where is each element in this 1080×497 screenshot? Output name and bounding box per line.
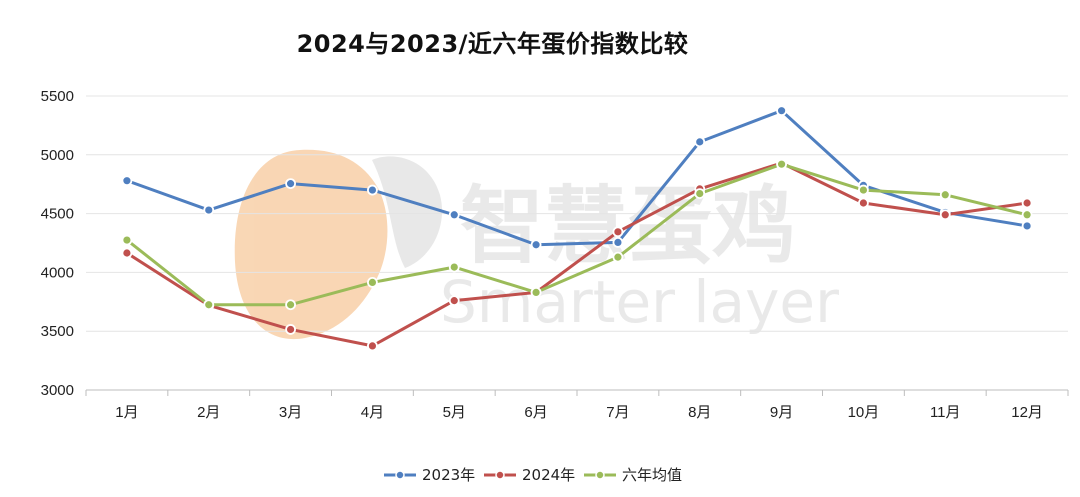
y-tick-label: 3500 [41,323,74,340]
data-point [121,247,133,259]
x-tick-label: 3月 [279,404,302,421]
legend-item[interactable]: 2023年 [384,466,475,484]
data-point [203,204,215,216]
data-point [448,295,460,307]
y-tick-label: 5000 [41,147,74,164]
data-point [285,324,296,335]
legend: 2023年 2024年 六年均值 [384,466,682,484]
x-tick-label: 8月 [688,404,711,421]
data-point [203,299,215,311]
data-point [367,276,378,288]
series-line-1 [126,161,1028,348]
data-point [694,136,706,148]
x-tick-label: 4月 [361,404,384,421]
data-point [612,237,624,248]
data-point [694,188,706,200]
x-tick-label: 10月 [848,404,880,421]
legend-item[interactable]: 2024年 [484,466,575,484]
watermark-logo-icon [234,149,443,340]
x-tick-label: 12月 [1011,404,1043,421]
x-tick-label: 2月 [197,404,220,421]
x-tick-label: 1月 [115,404,138,421]
chart-title: 2024与2023/近六年蛋价指数比较 [296,30,689,58]
y-tick-label: 3000 [41,382,74,399]
y-tick-label: 4000 [41,264,74,281]
data-point [121,175,133,187]
data-point [448,209,460,221]
data-point [776,158,787,170]
legend-label: 2023年 [422,466,475,484]
data-point [939,189,951,201]
data-point [939,209,951,221]
data-point [1021,209,1033,221]
watermark: 智慧蛋鸡 Smarter layer [234,149,839,340]
series-line-2 [125,162,1028,307]
y-tick-label: 4500 [41,206,74,223]
legend-marker-icon [595,470,605,480]
x-tick-label: 9月 [770,404,793,421]
data-point [1021,220,1033,232]
data-point [285,178,296,190]
data-point [367,184,378,196]
watermark-english-text: Smarter layer [440,268,839,336]
data-point [612,226,624,238]
axes: 3000 3500 4000 4500 5000 5500 1月 2月 3月 4月 5月 6月 7月 8月… [41,88,1069,421]
x-tick-label: 7月 [606,404,629,421]
legend-label: 2024年 [522,466,575,484]
legend-item[interactable]: 六年均值 [584,466,682,484]
data-point [367,340,378,352]
series [121,105,1033,352]
data-point [530,239,542,251]
data-point [1021,197,1033,209]
data-point [858,184,869,196]
x-tick-label: 5月 [443,404,466,421]
data-point [121,234,133,246]
y-tick-label: 5500 [41,88,74,105]
x-tick-label: 11月 [930,404,961,421]
data-point [858,197,869,209]
legend-label: 六年均值 [622,466,682,484]
legend-marker-icon [395,470,405,480]
data-point [776,105,787,117]
data-point [612,251,624,263]
x-tick-label: 6月 [524,404,547,421]
data-point [448,261,460,273]
grid [86,95,1068,332]
data-point [285,299,296,311]
data-point [530,286,542,298]
legend-marker-icon [495,470,505,480]
